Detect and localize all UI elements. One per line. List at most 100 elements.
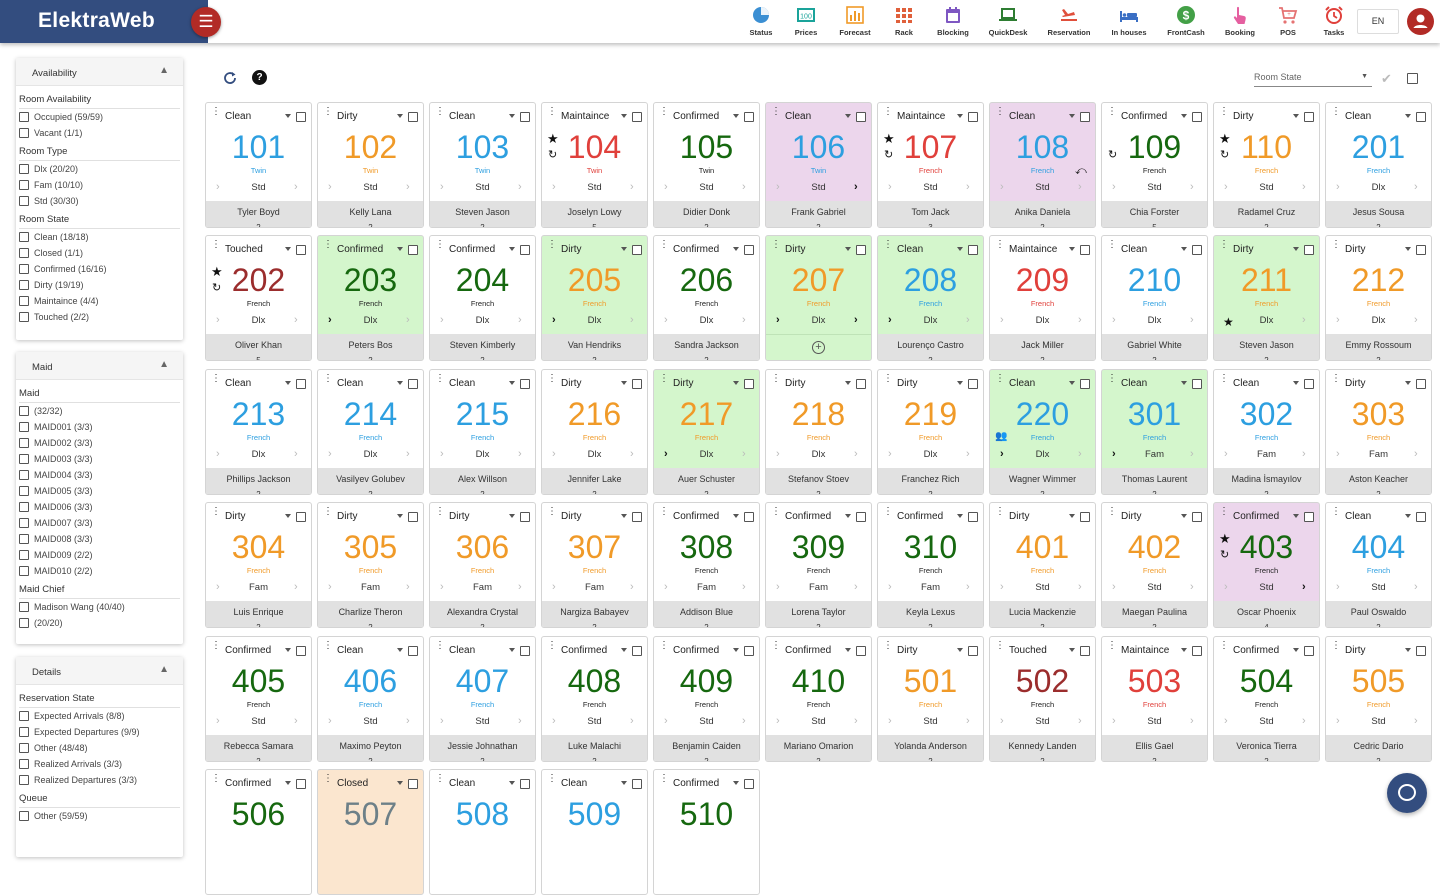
more-vert-icon[interactable]: ⋮ xyxy=(547,639,557,651)
chevron-left-icon[interactable]: › xyxy=(328,581,332,594)
more-vert-icon[interactable]: ⋮ xyxy=(1331,372,1341,384)
chevron-down-icon[interactable] xyxy=(285,380,291,385)
chevron-right-icon[interactable]: › xyxy=(966,181,970,193)
room-select-checkbox[interactable] xyxy=(1192,112,1202,122)
chevron-down-icon[interactable] xyxy=(957,114,963,118)
chevron-down-icon[interactable] xyxy=(621,647,627,652)
guest-bar[interactable]: Phillips Jackson 2 xyxy=(206,467,311,494)
filter-checkbox[interactable] xyxy=(19,811,29,821)
more-vert-icon[interactable]: ⋮ xyxy=(995,372,1005,384)
room-card[interactable]: ⋮ Clean 208 French › Dlx › Lourenço Castro 2 xyxy=(877,235,984,362)
room-select-checkbox[interactable] xyxy=(856,245,866,256)
room-select-checkbox[interactable] xyxy=(632,645,642,656)
more-vert-icon[interactable]: ⋮ xyxy=(211,239,221,251)
more-vert-icon[interactable]: ⋮ xyxy=(883,506,893,518)
chevron-down-icon[interactable] xyxy=(509,781,515,785)
chevron-down-icon[interactable] xyxy=(1181,380,1187,385)
more-vert-icon[interactable]: ⋮ xyxy=(1219,239,1229,251)
filter-option[interactable]: MAID009 (2/2) xyxy=(19,547,183,563)
chevron-left-icon[interactable]: › xyxy=(664,181,668,193)
nav-item-pos[interactable]: + POS xyxy=(1260,5,1316,37)
more-vert-icon[interactable]: ⋮ xyxy=(323,239,333,251)
chevron-down-icon[interactable] xyxy=(1069,380,1075,385)
room-select-checkbox[interactable] xyxy=(408,512,418,523)
room-select-checkbox[interactable] xyxy=(968,245,978,256)
chevron-left-icon[interactable]: › xyxy=(664,314,668,327)
chevron-right-icon[interactable]: › xyxy=(1414,581,1418,594)
room-card[interactable]: ⋮ Confirmed 510 xyxy=(653,769,760,895)
guest-bar[interactable]: Veronica Tierra 2 xyxy=(1214,734,1319,761)
room-select-checkbox[interactable] xyxy=(1304,112,1314,122)
more-vert-icon[interactable]: ⋮ xyxy=(1331,239,1341,251)
chevron-right-icon[interactable]: › xyxy=(518,714,522,727)
room-card[interactable]: ⋮ Dirty 402 French › Std › Maegan Paulina 2 xyxy=(1101,502,1208,629)
room-card[interactable]: ⋮ Dirty 212 French › Dlx › Emmy Rossoum 2 xyxy=(1325,235,1432,362)
maid-panel-header[interactable]: Maid ▲ xyxy=(16,352,183,380)
room-card[interactable]: ⋮ Confirmed 403 ★ ↻ French › Std › Oscar Phoeni… xyxy=(1213,502,1320,629)
chevron-down-icon[interactable] xyxy=(1405,247,1411,252)
chevron-right-icon[interactable]: › xyxy=(406,581,410,594)
add-circle-icon[interactable]: + xyxy=(812,341,825,355)
chevron-left-icon[interactable]: › xyxy=(1224,181,1228,193)
room-state-select[interactable]: Room State ▼ xyxy=(1254,70,1372,87)
guest-bar[interactable]: Peters Bos 2 xyxy=(318,334,423,361)
chevron-right-icon[interactable]: › xyxy=(1302,714,1306,727)
room-card[interactable]: ⋮ Confirmed 109 ↻ French › Std › Chia Forster 5 xyxy=(1101,102,1208,228)
chevron-right-icon[interactable]: › xyxy=(630,181,634,193)
chevron-down-icon[interactable] xyxy=(1293,380,1299,385)
chevron-left-icon[interactable]: › xyxy=(328,447,332,460)
room-select-checkbox[interactable] xyxy=(968,512,978,523)
guest-bar[interactable]: Oscar Phoenix 4 xyxy=(1214,601,1319,628)
more-vert-icon[interactable]: ⋮ xyxy=(771,639,781,651)
more-vert-icon[interactable]: ⋮ xyxy=(995,239,1005,251)
filter-checkbox[interactable] xyxy=(19,566,29,576)
guest-bar[interactable]: Anika Daniela 2 xyxy=(990,201,1095,227)
chevron-down-icon[interactable] xyxy=(621,247,627,252)
chevron-left-icon[interactable]: › xyxy=(1000,314,1004,327)
room-card[interactable]: ⋮ Confirmed 310 French › Fam › Keyla Lexus 2 xyxy=(877,502,984,629)
chevron-right-icon[interactable]: › xyxy=(1190,581,1194,594)
room-card[interactable]: ⋮ Clean 201 French › Dlx › Jesus Sousa 2 xyxy=(1325,102,1432,228)
more-vert-icon[interactable]: ⋮ xyxy=(995,106,1005,117)
more-vert-icon[interactable]: ⋮ xyxy=(323,639,333,651)
chevron-left-icon[interactable]: › xyxy=(1336,447,1340,460)
chevron-right-icon[interactable]: › xyxy=(854,714,858,727)
chevron-left-icon[interactable]: › xyxy=(1112,181,1116,193)
help-icon[interactable]: ? xyxy=(252,70,267,85)
chevron-down-icon[interactable] xyxy=(733,114,739,118)
chevron-down-icon[interactable] xyxy=(1293,114,1299,118)
room-card[interactable]: ⋮ Dirty 501 French › Std › Yolanda Anderson 2 xyxy=(877,635,984,762)
room-card[interactable]: ⋮ Dirty 216 French › Dlx › Jennifer Lake 2 xyxy=(541,368,648,495)
guest-bar[interactable]: Jennifer Lake 2 xyxy=(542,467,647,494)
chevron-right-icon[interactable]: › xyxy=(1302,581,1306,594)
chevron-down-icon[interactable] xyxy=(1405,514,1411,519)
room-card[interactable]: ⋮ Confirmed 105 Twin › Std › Didier Donk 2 xyxy=(653,102,760,228)
chevron-right-icon[interactable]: › xyxy=(1302,181,1306,193)
chevron-left-icon[interactable]: › xyxy=(328,314,332,327)
filter-option[interactable]: (20/20) xyxy=(19,615,183,631)
chevron-right-icon[interactable]: › xyxy=(1078,447,1082,460)
more-vert-icon[interactable]: ⋮ xyxy=(883,239,893,251)
room-card[interactable]: ⋮ Dirty 219 French › Dlx › Franchez Rich 2 xyxy=(877,368,984,495)
filter-option[interactable]: Realized Departures (3/3) xyxy=(19,772,183,788)
room-card[interactable]: ⋮ Maintaince 104 ★ ↻ Twin › Std › Joselyn Lowy 5 xyxy=(541,102,648,228)
chevron-down-icon[interactable] xyxy=(733,781,739,785)
filter-option[interactable]: Std (30/30) xyxy=(19,193,183,209)
guest-bar[interactable]: Lourenço Castro 2 xyxy=(878,334,983,361)
guest-bar[interactable]: Alex Willson 2 xyxy=(430,467,535,494)
guest-bar[interactable]: Tom Jack 3 xyxy=(878,201,983,227)
nav-item-blocking[interactable]: Blocking xyxy=(925,5,981,37)
chevron-right-icon[interactable]: › xyxy=(406,314,410,327)
room-card[interactable]: ⋮ Clean 214 French › Dlx › Vasilyev Golubev 2 xyxy=(317,368,424,495)
more-vert-icon[interactable]: ⋮ xyxy=(659,506,669,518)
guest-bar[interactable]: Steven Jason 2 xyxy=(1214,334,1319,361)
guest-bar[interactable]: Charlize Theron 2 xyxy=(318,601,423,628)
room-card[interactable]: ⋮ Dirty 304 French › Fam › Luis Enrique 2 xyxy=(205,502,312,629)
chevron-left-icon[interactable]: › xyxy=(1336,181,1340,193)
more-vert-icon[interactable]: ⋮ xyxy=(995,506,1005,518)
more-vert-icon[interactable]: ⋮ xyxy=(211,773,221,784)
chevron-down-icon[interactable] xyxy=(1181,647,1187,652)
chevron-right-icon[interactable]: › xyxy=(1190,714,1194,727)
room-select-checkbox[interactable] xyxy=(1304,378,1314,389)
more-vert-icon[interactable]: ⋮ xyxy=(771,239,781,251)
